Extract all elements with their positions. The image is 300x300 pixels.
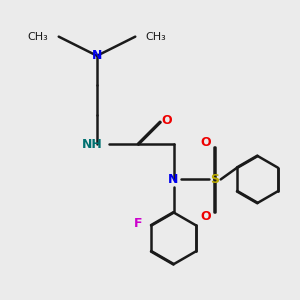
Text: N: N [168,173,179,186]
Text: CH₃: CH₃ [146,32,166,42]
Text: O: O [201,210,211,223]
Text: O: O [161,114,172,127]
Text: CH₃: CH₃ [28,32,48,42]
Text: O: O [201,136,211,149]
Text: S: S [210,173,219,186]
Text: NH: NH [82,138,103,151]
Text: F: F [134,218,142,230]
Text: N: N [92,49,102,62]
